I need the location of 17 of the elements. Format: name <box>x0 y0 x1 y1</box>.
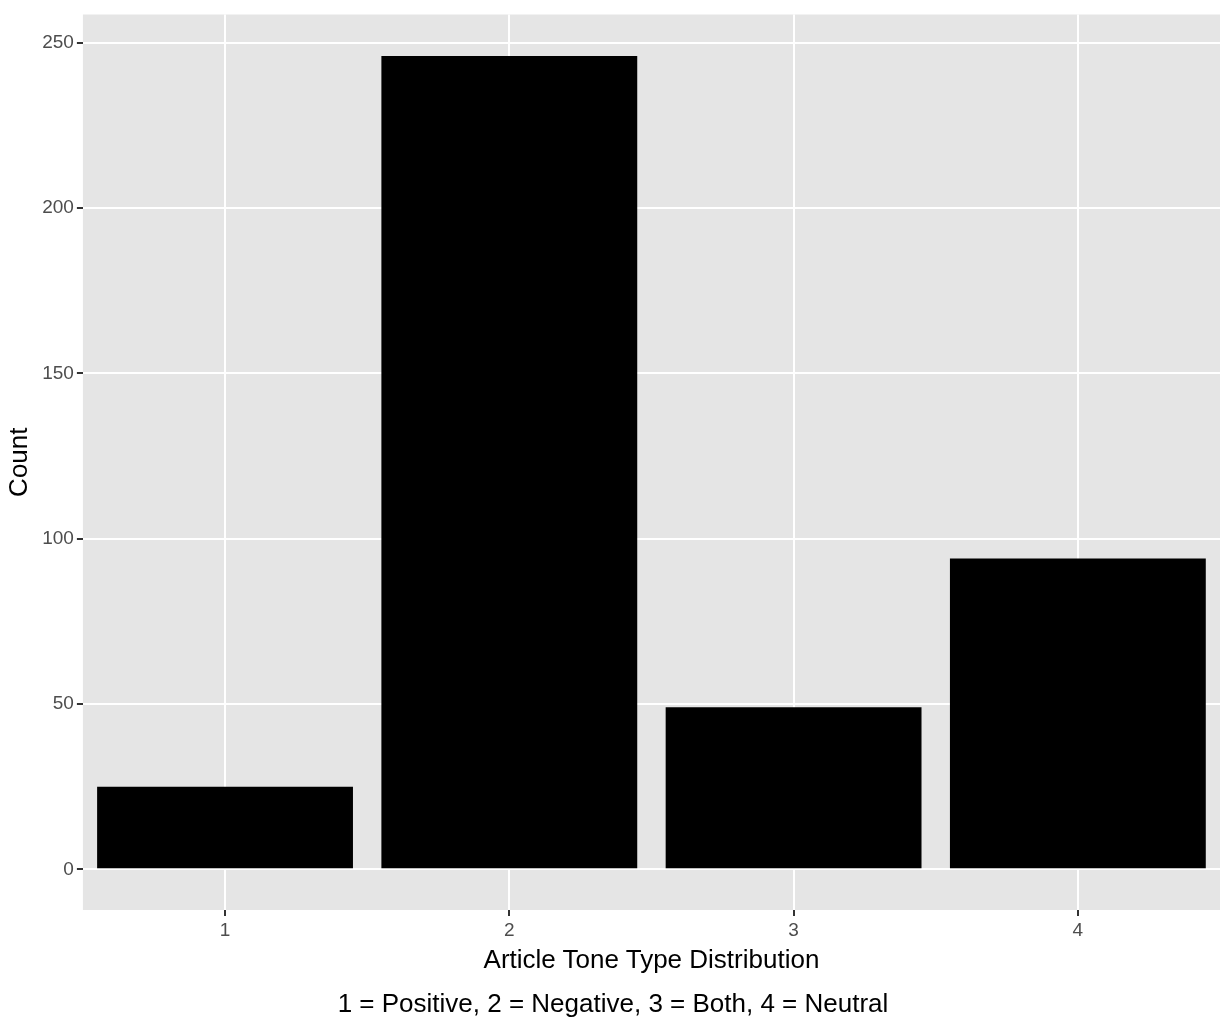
x-tick-label: 2 <box>504 918 515 940</box>
x-tick-label: 3 <box>788 918 799 940</box>
y-tick-label: 50 <box>52 692 74 714</box>
y-tick-label: 150 <box>42 361 74 383</box>
bar <box>381 56 638 869</box>
bar <box>665 707 922 869</box>
x-axis-title: Article Tone Type Distribution <box>483 943 820 974</box>
y-tick-label: 250 <box>42 31 74 53</box>
y-tick-label: 200 <box>42 196 74 218</box>
y-tick-label: 100 <box>42 526 74 548</box>
x-tick-label: 4 <box>1072 918 1084 940</box>
y-axis-title: Count <box>2 426 33 497</box>
bar <box>97 786 353 869</box>
bar <box>949 558 1206 869</box>
x-tick-label: 1 <box>219 918 231 940</box>
y-tick-label: 0 <box>63 857 74 879</box>
text: 1 = Positive, 2 = Negative, 3 = Both, 4 = Neutral <box>336 988 890 1019</box>
